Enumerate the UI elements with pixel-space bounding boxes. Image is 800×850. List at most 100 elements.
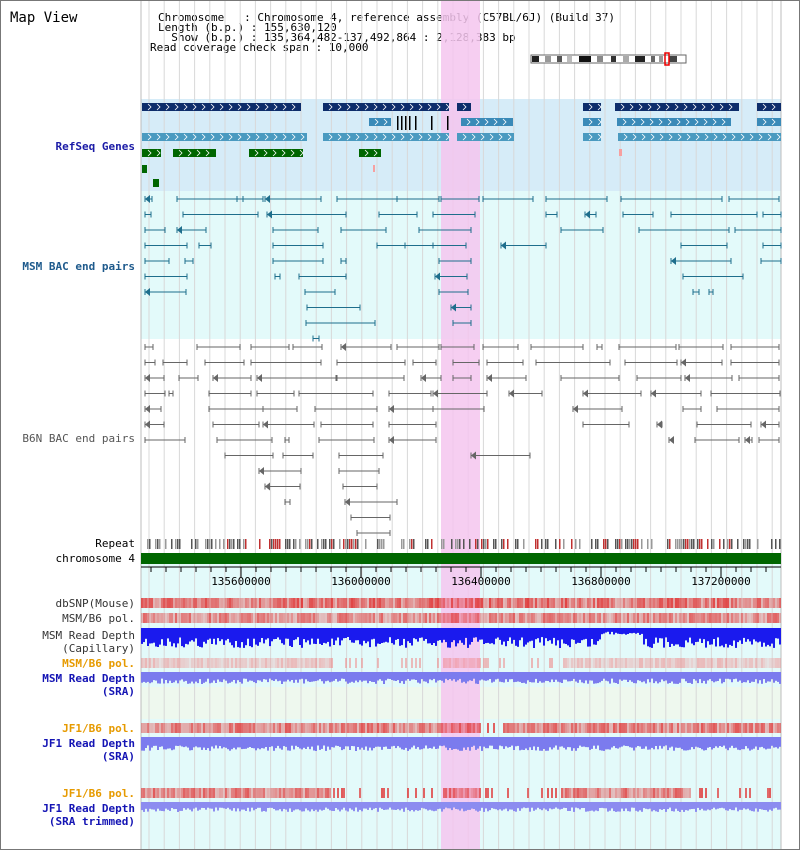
track-label-chromosome[interactable]: chromosome 4 — [56, 552, 136, 565]
heatmap-cell — [315, 598, 317, 608]
exon-tick — [397, 116, 399, 130]
read-depth-bar — [155, 802, 157, 812]
heatmap-cell — [205, 658, 207, 668]
read-depth-bar — [289, 802, 291, 809]
exon-tick — [415, 116, 417, 130]
selected-region-highlight[interactable] — [441, 1, 480, 849]
track-label-b6n-bac[interactable]: B6N BAC end pairs — [22, 432, 135, 445]
heatmap-cell — [443, 598, 445, 608]
heatmap-cell — [321, 613, 323, 623]
heatmap-cell — [513, 723, 515, 733]
heatmap-cell — [605, 658, 607, 668]
chromosome-ideogram[interactable] — [530, 52, 687, 66]
track-label-msm-depth-cap[interactable]: MSM Read Depth — [42, 629, 135, 642]
read-depth-bar — [567, 628, 569, 646]
repeat-mark — [271, 539, 273, 549]
heatmap-cell — [745, 788, 747, 798]
read-depth-bar — [701, 737, 703, 750]
read-depth-bar — [583, 628, 585, 640]
read-depth-bar — [355, 802, 357, 808]
read-depth-bar — [425, 737, 427, 746]
heatmap-cell — [291, 658, 293, 668]
track-label-jf1-depth-trim[interactable]: JF1 Read Depth — [42, 802, 135, 815]
heatmap-cell — [419, 723, 421, 733]
heatmap-cell — [361, 723, 363, 733]
exon-tick — [405, 116, 407, 130]
read-depth-bar — [739, 802, 741, 810]
heatmap-cell — [277, 788, 279, 798]
read-depth-bar — [385, 628, 387, 642]
read-depth-bar — [731, 628, 733, 646]
heatmap-cell — [163, 613, 165, 623]
heatmap-cell — [479, 788, 481, 798]
heatmap-cell — [395, 723, 397, 733]
repeat-track[interactable] — [147, 539, 781, 549]
track-label-jf1-depth-sra[interactable]: JF1 Read Depth — [42, 737, 135, 750]
heatmap-cell — [759, 613, 761, 623]
b6n-bac-track[interactable] — [144, 343, 781, 536]
heatmap-cell — [589, 658, 591, 668]
read-depth-bar — [517, 802, 519, 809]
heatmap-cell — [227, 598, 229, 608]
read-depth-bar — [589, 672, 591, 681]
heatmap-cell — [383, 598, 385, 608]
heatmap-cell — [663, 658, 665, 668]
heatmap-cell — [715, 658, 717, 668]
heatmap-cell — [479, 723, 481, 733]
read-depth-bar — [325, 737, 327, 751]
track-label-msm-depth-sra[interactable]: MSM Read Depth — [42, 672, 135, 685]
read-depth-bar — [269, 672, 271, 679]
heatmap-cell — [707, 723, 709, 733]
gene-strand-mark — [291, 103, 296, 111]
heatmap-cell — [713, 723, 715, 733]
refseq-gene-track[interactable] — [142, 103, 781, 187]
heatmap-cell — [479, 613, 481, 623]
read-depth-bar — [399, 672, 401, 684]
read-depth-bar — [431, 802, 433, 811]
heatmap-cell — [503, 658, 505, 668]
read-depth-bar — [141, 737, 143, 751]
heatmap-cell — [171, 613, 173, 623]
track-label-dbsnp[interactable]: dbSNP(Mouse) — [56, 597, 135, 610]
track-label-jf1-pol-2[interactable]: JF1/B6 pol. — [62, 787, 135, 800]
heatmap-cell — [557, 598, 559, 608]
read-depth-bar — [425, 628, 427, 639]
heatmap-cell — [743, 598, 745, 608]
msm-bac-track[interactable] — [144, 195, 782, 342]
track-label-repeat[interactable]: Repeat — [95, 537, 135, 550]
heatmap-cell — [617, 723, 619, 733]
read-depth-bar — [387, 737, 389, 749]
read-depth-bar — [147, 628, 149, 646]
heatmap-cell — [721, 613, 723, 623]
heatmap-cell — [631, 658, 633, 668]
repeat-mark — [377, 539, 379, 549]
heatmap-cell — [595, 658, 597, 668]
track-label-msm-pol-2[interactable]: MSM/B6 pol. — [62, 657, 135, 670]
heatmap-cell — [225, 788, 227, 798]
heatmap-cell — [269, 788, 271, 798]
heatmap-cell — [631, 723, 633, 733]
heatmap-cell — [273, 658, 275, 668]
read-depth-bar — [691, 672, 693, 684]
heatmap-cell — [741, 613, 743, 623]
heatmap-cell — [663, 723, 665, 733]
track-label-refseq[interactable]: RefSeq Genes — [56, 140, 135, 153]
track-label-jf1-pol-1[interactable]: JF1/B6 pol. — [62, 722, 135, 735]
track-label-msm-bac[interactable]: MSM BAC end pairs — [22, 260, 135, 273]
repeat-mark — [211, 539, 213, 549]
heatmap-cell — [169, 723, 171, 733]
track-label-msm-pol-1[interactable]: MSM/B6 pol. — [62, 612, 135, 625]
heatmap-cell — [283, 613, 285, 623]
read-depth-bar — [651, 802, 653, 812]
heatmap-cell — [235, 723, 237, 733]
heatmap-cell — [595, 788, 597, 798]
heatmap-cell — [295, 723, 297, 733]
heatmap-cell — [715, 613, 717, 623]
read-depth-bar — [549, 737, 551, 748]
heatmap-cell — [241, 658, 243, 668]
heatmap-cell — [475, 788, 477, 798]
heatmap-cell — [779, 723, 781, 733]
heatmap-cell — [461, 788, 463, 798]
read-depth-bar — [713, 672, 715, 683]
